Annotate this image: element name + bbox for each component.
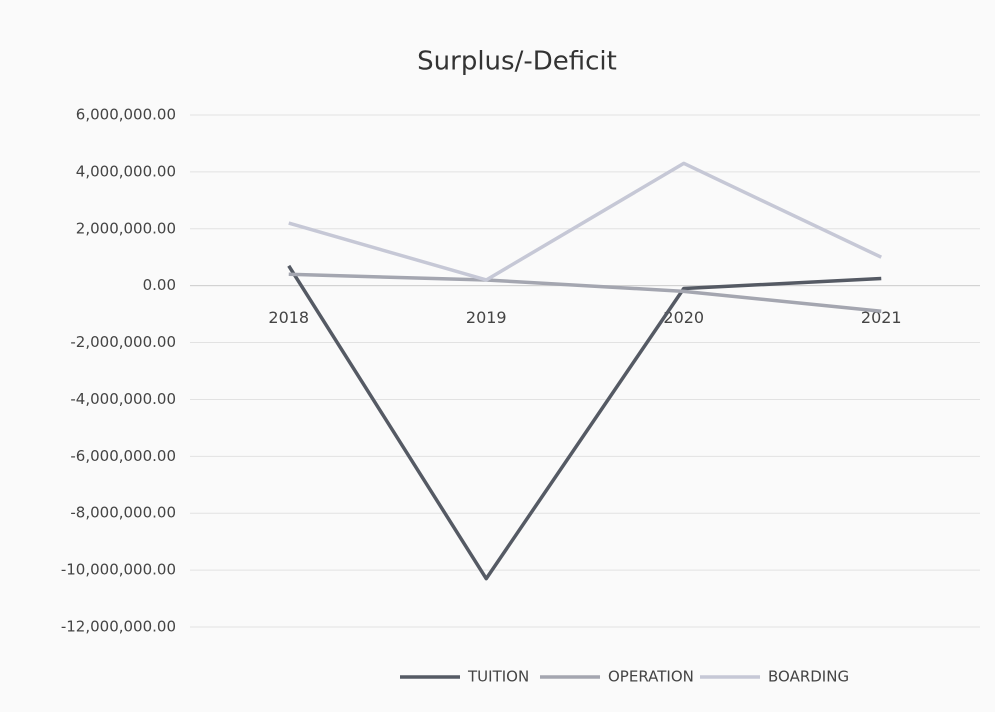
y-tick-label: 2,000,000.00 — [76, 219, 176, 237]
y-tick-label: -12,000,000.00 — [61, 618, 176, 636]
x-tick-label: 2020 — [663, 308, 704, 327]
y-tick-label: -2,000,000.00 — [70, 333, 176, 351]
y-tick-label: 4,000,000.00 — [76, 162, 176, 180]
x-tick-label: 2018 — [268, 308, 309, 327]
x-tick-label: 2019 — [466, 308, 507, 327]
legend-label: BOARDING — [768, 668, 849, 686]
x-tick-label: 2021 — [861, 308, 902, 327]
y-tick-label: -4,000,000.00 — [70, 390, 176, 408]
y-tick-label: -10,000,000.00 — [61, 561, 176, 579]
y-tick-label: 6,000,000.00 — [76, 106, 176, 124]
series-line — [288, 161, 883, 282]
legend-label: OPERATION — [608, 668, 694, 686]
legend-label: TUITION — [467, 668, 529, 686]
y-tick-label: -6,000,000.00 — [70, 447, 176, 465]
y-tick-label: 0.00 — [143, 276, 176, 294]
chart-title: Surplus/-Deficit — [417, 47, 617, 77]
y-tick-label: -8,000,000.00 — [70, 504, 176, 522]
series-line — [287, 264, 882, 581]
series-line — [288, 272, 882, 314]
